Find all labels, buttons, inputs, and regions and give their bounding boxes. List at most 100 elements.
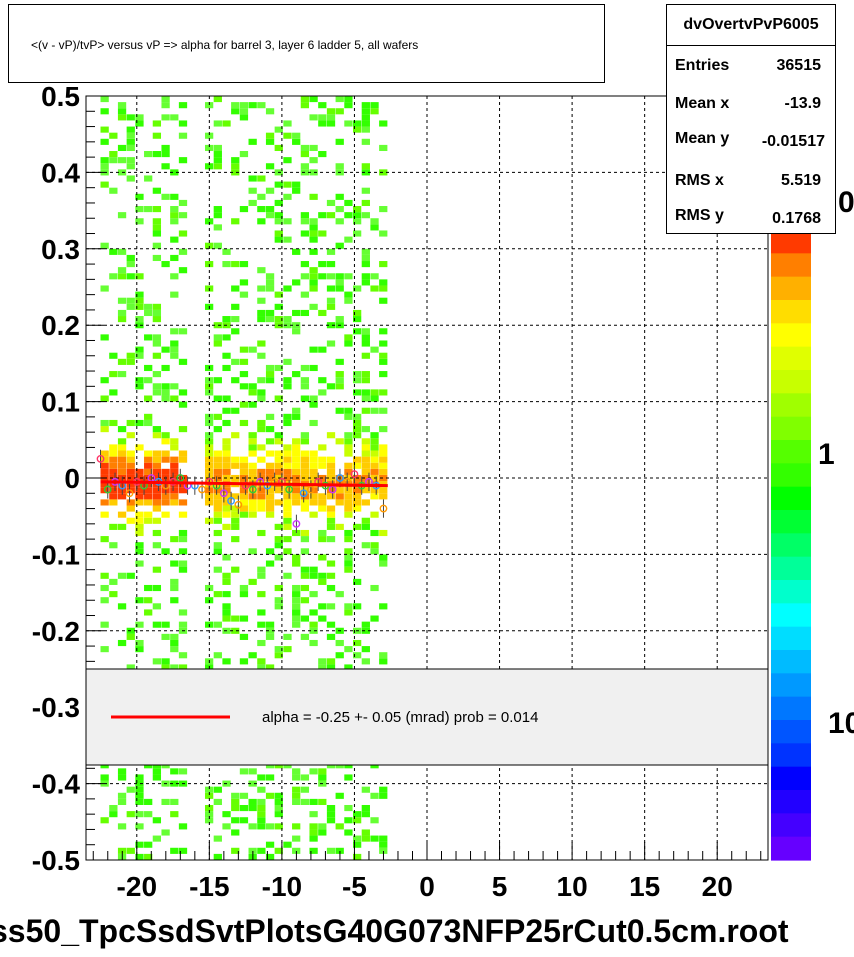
heatmap-cell: [370, 548, 379, 555]
heatmap-cell: [379, 560, 388, 567]
heatmap-cell: [239, 114, 249, 121]
profile-point: [219, 489, 228, 498]
heatmap-cell: [126, 297, 135, 304]
heatmap-cell: [204, 438, 214, 445]
heatmap-cell: [344, 487, 353, 494]
heatmap-cell: [161, 432, 170, 439]
heatmap-cell: [352, 841, 362, 848]
heatmap-cell: [204, 218, 214, 225]
heatmap-cell: [300, 230, 310, 237]
heatmap-cell: [109, 578, 118, 585]
heatmap-cell: [161, 633, 170, 640]
heatmap-cell: [379, 493, 388, 500]
heatmap-cell: [283, 474, 292, 482]
profile-point: [379, 504, 388, 513]
heatmap-cell: [161, 829, 170, 836]
heatmap-cell: [300, 291, 310, 298]
heatmap-cell: [109, 151, 118, 158]
heatmap-cell: [265, 426, 275, 433]
heatmap-cell: [361, 395, 370, 402]
heatmap-cell: [100, 462, 109, 469]
heatmap-cell: [100, 481, 109, 488]
heatmap-cell: [126, 572, 135, 579]
heatmap-cell: [318, 603, 327, 610]
heatmap-cell: [283, 377, 292, 384]
heatmap-cell: [335, 108, 344, 115]
heatmap-cell: [109, 456, 118, 463]
palette-swatch: [771, 486, 811, 511]
heatmap-cell: [239, 804, 249, 812]
stat-value-mean-x: -13.9: [784, 95, 821, 112]
heatmap-cell: [161, 346, 170, 353]
heatmap-cell: [239, 658, 249, 665]
heatmap-cell: [144, 175, 153, 182]
heatmap-cell: [248, 652, 257, 659]
heatmap-cell: [109, 591, 118, 598]
heatmap-cell: [161, 548, 170, 555]
heatmap-cell: [335, 138, 344, 145]
heatmap-cell: [361, 254, 370, 262]
heatmap-cell: [178, 157, 188, 164]
heatmap-cell: [361, 163, 370, 170]
heatmap-cell: [161, 395, 170, 402]
heatmap-cell: [326, 120, 336, 127]
heatmap-cell: [117, 438, 127, 445]
heatmap-cell: [135, 303, 144, 310]
heatmap-cell: [161, 261, 170, 268]
heatmap-cell: [213, 493, 222, 500]
heatmap-cell: [309, 303, 318, 310]
heatmap-cell: [213, 566, 222, 573]
heatmap-cell: [126, 132, 135, 139]
heatmap-cell: [300, 261, 310, 268]
heatmap-cell: [117, 444, 127, 451]
heatmap-cell: [161, 364, 170, 372]
heatmap-cell: [135, 352, 144, 359]
heatmap-cell: [283, 285, 292, 292]
heatmap-cell: [126, 499, 135, 506]
heatmap-cell: [352, 523, 362, 530]
heatmap-cell: [257, 267, 266, 274]
heatmap-cell: [231, 407, 240, 414]
heatmap-cell: [152, 218, 162, 225]
heatmap-cell: [126, 261, 135, 268]
heatmap-cell: [274, 199, 283, 207]
heatmap-cell: [344, 646, 353, 653]
heatmap-cell: [239, 584, 249, 592]
y-tick-label: 0: [64, 463, 80, 494]
heatmap-cell: [152, 493, 162, 500]
heatmap-cell: [361, 334, 370, 341]
heatmap-cell: [117, 358, 127, 365]
heatmap-cell: [231, 536, 240, 543]
heatmap-cell: [309, 835, 318, 842]
heatmap-cell: [257, 591, 266, 598]
stat-label-mean-x: Mean x: [675, 95, 730, 112]
heatmap-cell: [170, 254, 179, 262]
palette-swatch: [771, 790, 811, 814]
heatmap-cell: [309, 511, 318, 518]
heatmap-cell: [379, 120, 388, 127]
heatmap-cell: [213, 835, 222, 842]
heatmap-cell: [222, 658, 231, 665]
heatmap-cell: [135, 493, 144, 500]
heatmap-cell: [326, 811, 336, 818]
heatmap-cell: [257, 493, 266, 500]
heatmap-cell: [361, 352, 370, 359]
heatmap-cell: [283, 511, 292, 518]
heatmap-cell: [213, 334, 222, 341]
heatmap-cell: [352, 389, 362, 396]
heatmap-cell: [344, 664, 353, 671]
heatmap-cell: [326, 383, 336, 390]
heatmap-cell: [300, 566, 310, 573]
heatmap-cell: [309, 572, 318, 579]
heatmap-cell: [379, 529, 388, 537]
heatmap-cell: [257, 487, 266, 494]
heatmap-cell: [283, 456, 292, 463]
heatmap-cell: [309, 456, 318, 463]
palette-swatch: [771, 696, 811, 721]
heatmap-cell: [248, 346, 257, 353]
heatmap-cell: [126, 358, 135, 365]
heatmap-cell: [326, 847, 336, 854]
heatmap-cell: [109, 187, 118, 194]
heatmap-cell: [309, 798, 318, 805]
heatmap-cell: [257, 817, 266, 824]
